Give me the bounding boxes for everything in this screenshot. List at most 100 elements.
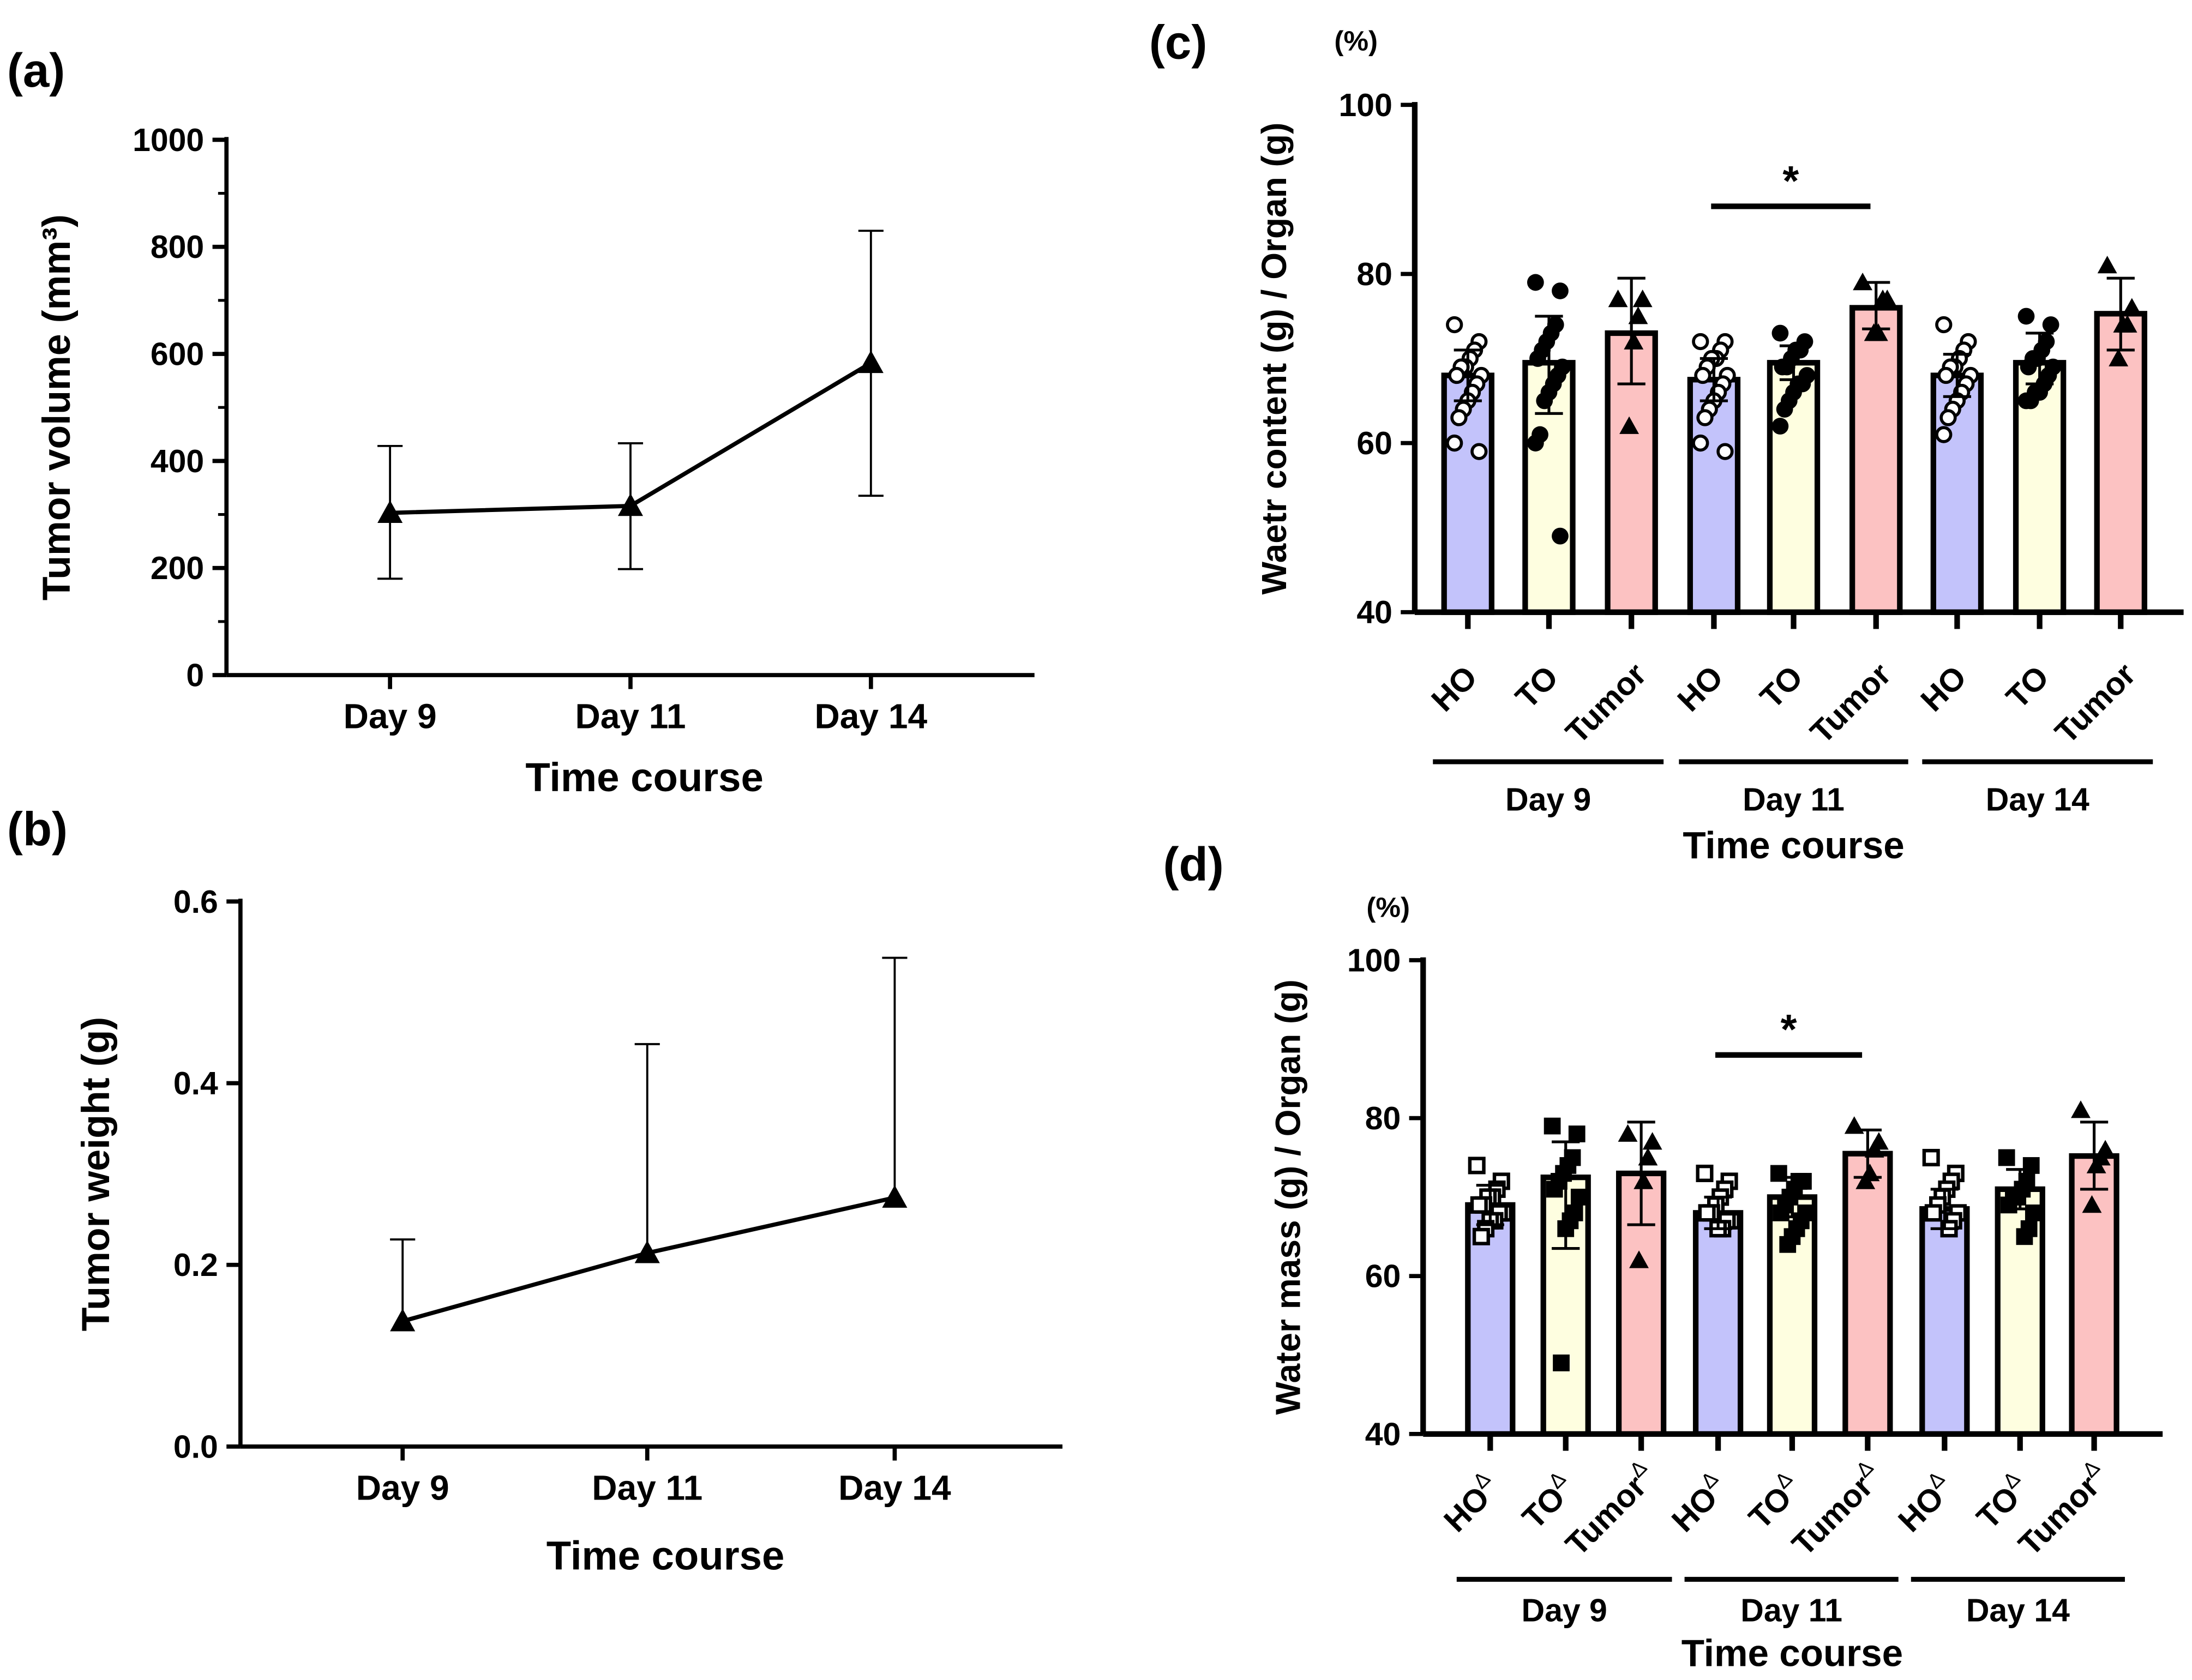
significance-label: * [1782, 158, 1799, 204]
category-name: Tumor [2012, 1468, 2106, 1563]
group-label: Day 14 [1966, 1593, 2070, 1628]
y-tick-label: 200 [151, 551, 204, 586]
panel-label: (c) [1149, 16, 1207, 69]
category-name: HO [1914, 659, 1973, 718]
bar [1919, 1206, 1970, 1437]
chart-b: (b) 0.0 0.2 0.4 0.6 Tumor weight (g) Day 9 Day … [7, 803, 1062, 1578]
data-point [1529, 350, 1546, 367]
data-point [1552, 527, 1569, 545]
x-tick-label: Day 14 [815, 696, 928, 736]
group-label: Day 9 [1505, 782, 1591, 818]
data-point [882, 1185, 908, 1208]
data-point [1694, 366, 1711, 384]
data-point [1873, 290, 1893, 308]
y-tick-label: 400 [151, 444, 204, 479]
panel-label: (b) [7, 803, 68, 856]
data-point [2097, 255, 2117, 274]
data-point [1696, 409, 1714, 426]
x-tick-label: Day 9 [344, 696, 437, 736]
data-point [1774, 358, 1791, 376]
data-point [1698, 1204, 1716, 1222]
x-tick-label: Day 11 [575, 696, 686, 736]
data-point [1771, 324, 1789, 342]
unit-label: (%) [1366, 892, 1410, 923]
y-tick-label: 800 [151, 230, 204, 265]
x-tick-label: Tumor [2049, 657, 2143, 751]
data-point [1527, 435, 1544, 451]
category-name: TO [1753, 659, 1810, 715]
data-point [1546, 1181, 1563, 1198]
category-name: HO [1671, 659, 1730, 718]
data-point [1696, 1164, 1714, 1182]
category-name: Tumor [2049, 657, 2143, 751]
data-point [1939, 409, 1957, 426]
y-axis-label: Tumor weight (g) [74, 1017, 118, 1332]
y-axis-label: Waetr content (g) / Organ (g) [1254, 123, 1294, 595]
data-point [1935, 426, 1953, 443]
data-point [377, 500, 403, 523]
data-point [1779, 1236, 1797, 1253]
x-tick-label: HO [1671, 659, 1730, 718]
data-point [1998, 1149, 2015, 1166]
x-tick-label: TumorΔ [1782, 1456, 1889, 1563]
y-tick-label: 0.2 [173, 1248, 218, 1283]
chart-a: (a) 0 200 400 600 800 1000 Tumor volume (mm³) Da… [7, 44, 1035, 800]
x-axis-label: Time course [525, 755, 764, 800]
x-tick-label: Day 11 [592, 1468, 702, 1507]
category-name: Tumor [1559, 657, 1654, 751]
data-point [1544, 1117, 1561, 1135]
data-point [2025, 1204, 2042, 1221]
x-tick-label: HO [1425, 659, 1484, 718]
category-name: TO [1999, 659, 2056, 715]
y-tick-label: 100 [1339, 88, 1392, 123]
category-name: Tumor [1804, 657, 1898, 751]
data-point [1773, 1204, 1789, 1221]
data-point [1855, 1171, 1876, 1189]
data-point [1470, 443, 1488, 460]
data-point [1450, 409, 1468, 426]
bar [1692, 1210, 1744, 1437]
group-label: Day 11 [1743, 782, 1845, 818]
data-point [1552, 282, 1569, 299]
bar [2069, 1153, 2119, 1437]
x-tick-label: TumorΔ [1556, 1456, 1663, 1563]
data-point [1716, 443, 1734, 460]
data-point [2109, 348, 2129, 366]
y-tick-label: 0.4 [173, 1066, 218, 1101]
data-point [1771, 418, 1789, 435]
bar [1849, 305, 1903, 615]
data-point [2113, 315, 2133, 333]
data-point [2000, 1196, 2017, 1214]
panel-label: (d) [1163, 838, 1224, 891]
data-point [1536, 392, 1553, 410]
y-tick-label: 100 [1347, 943, 1401, 978]
data-point [1608, 290, 1628, 308]
data-point [1924, 1204, 1942, 1222]
data-point [1638, 1148, 1658, 1166]
chart-c: (c) (%) 40 60 80 100 Waetr content (g) / Organ… [1149, 16, 2184, 866]
data-point [1864, 323, 1884, 341]
y-tick-label: 40 [1365, 1417, 1401, 1452]
unit-label: (%) [1334, 25, 1378, 56]
data-point [2086, 1155, 2106, 1173]
data-point [1570, 1189, 1588, 1206]
group-label: Day 9 [1522, 1593, 1607, 1628]
data-point [1937, 366, 1955, 384]
data-point [2022, 1157, 2040, 1174]
y-tick-label: 0 [186, 658, 204, 694]
data-point [1642, 1132, 1662, 1150]
x-tick-label: Day 9 [356, 1468, 449, 1507]
data-point [1776, 401, 1793, 418]
panel-label: (a) [7, 44, 65, 97]
data-point [2017, 308, 2035, 325]
data-point [858, 350, 884, 374]
data-point [1470, 1196, 1488, 1214]
data-point [634, 1240, 660, 1263]
y-tick-label: 600 [151, 337, 204, 372]
x-tick-label: Tumor [1559, 657, 1654, 751]
x-tick-label: Day 14 [838, 1468, 951, 1507]
group-label: Day 14 [1986, 782, 2089, 818]
category-name: HO [1425, 659, 1484, 718]
data-point [1619, 416, 1640, 434]
